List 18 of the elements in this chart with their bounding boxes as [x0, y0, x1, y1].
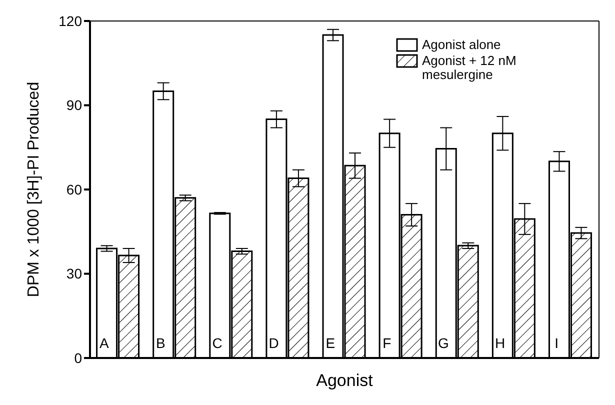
y-axis-title: DPM x 1000 [3H]-PI Produced	[26, 82, 43, 298]
legend-label: Agonist alone	[422, 37, 502, 52]
y-tick-label: 60	[66, 181, 82, 198]
x-tick-label: E	[326, 335, 336, 351]
x-tick-label: F	[382, 335, 392, 351]
x-tick-label: C	[212, 335, 222, 351]
x-tick-label: H	[494, 335, 506, 351]
y-tick-label: 30	[66, 266, 82, 282]
x-tick-label: D	[268, 335, 279, 351]
x-tick-label: G	[438, 335, 449, 351]
legend-label: Agonist + 12 nM mesulergine	[422, 53, 518, 82]
x-tick-label: B	[156, 335, 166, 351]
x-tick-label: I	[554, 335, 559, 351]
y-tick-label: 120	[58, 12, 82, 29]
y-tick-label: 0	[74, 350, 82, 366]
y-tick-label: 90	[66, 97, 82, 114]
x-tick-label: A	[99, 335, 110, 351]
x-axis-title: Agonist	[316, 371, 374, 390]
